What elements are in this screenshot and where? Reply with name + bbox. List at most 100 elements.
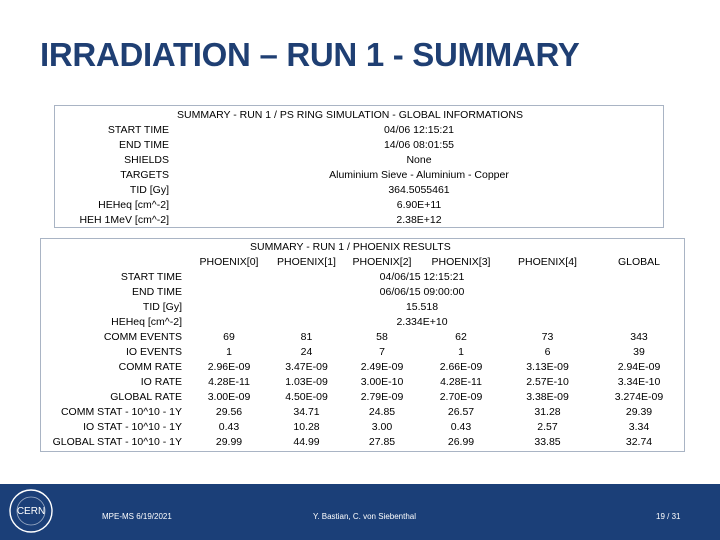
cell-value: 4.50E-09 xyxy=(285,391,328,403)
table-row: SHIELDS None xyxy=(55,153,663,168)
footer-date: MPE-MS 6/19/2021 xyxy=(102,512,172,521)
cell-value: 343 xyxy=(630,331,648,343)
cell-value: 3.274E-09 xyxy=(614,391,664,403)
table-row: START TIME 04/06/15 12:15:21 xyxy=(41,270,684,285)
row-label: COMM EVENTS xyxy=(103,331,182,343)
table-row: TID [Gy] 364.5055461 xyxy=(55,183,663,198)
cell-value: 1 xyxy=(226,346,232,358)
table-row: COMM EVENTS 69 81 58 62 73 343 xyxy=(41,330,684,345)
cell-value: 4.28E-11 xyxy=(208,376,250,388)
row-label: TID [Gy] xyxy=(129,184,169,196)
cell-value: 7 xyxy=(379,346,385,358)
row-label: IO EVENTS xyxy=(125,346,182,358)
row-label: START TIME xyxy=(120,271,182,283)
cell-value: 58 xyxy=(376,331,388,343)
cell-value: 3.00E-09 xyxy=(207,391,251,403)
cell-value: 2.94E-09 xyxy=(617,361,661,373)
row-value: 14/06 08:01:55 xyxy=(383,139,455,151)
cell-value: 6 xyxy=(544,346,551,358)
footer-authors: Y. Bastian, C. von Siebenthal xyxy=(313,512,417,521)
cell-value: 2.66E-09 xyxy=(439,361,483,373)
cell-value: 0.43 xyxy=(450,421,472,433)
shared-value: 04/06/15 12:15:21 xyxy=(379,271,465,283)
cell-value: 3.34 xyxy=(628,421,650,433)
row-label: SHIELDS xyxy=(124,154,169,166)
column-header: GLOBAL xyxy=(617,256,661,268)
row-value: 364.5055461 xyxy=(388,184,450,196)
shared-value: 15.518 xyxy=(405,301,439,313)
row-label: TID [Gy] xyxy=(142,301,182,313)
table-row: GLOBAL STAT - 10^10 - 1Y 29.99 44.99 27.85 2… xyxy=(41,435,684,450)
cell-value: 2.70E-09 xyxy=(439,391,483,403)
row-label: IO RATE xyxy=(140,376,182,388)
cell-value: 10.28 xyxy=(293,421,320,433)
row-label: HEHeq [cm^-2] xyxy=(98,199,169,211)
table-row: START TIME 04/06 12:15:21 xyxy=(55,123,663,138)
row-label: HEH 1MeV [cm^-2] xyxy=(79,214,169,226)
row-label: START TIME xyxy=(107,124,169,136)
column-header: PHOENIX[2] xyxy=(352,256,412,268)
column-header: PHOENIX[4] xyxy=(518,256,577,268)
table-row: TARGETS Aluminium Sieve - Aluminium - Cop… xyxy=(55,168,663,183)
row-label: IO STAT - 10^10 - 1Y xyxy=(83,421,182,433)
slide-title: IRRADIATION – RUN 1 - SUMMARY xyxy=(40,36,580,73)
footer-bar: CERN MPE-MS 6/19/2021 Y. Bastian, C. von… xyxy=(0,484,720,540)
cell-value: 32.74 xyxy=(625,436,653,448)
table-row: GLOBAL RATE 3.00E-09 4.50E-09 2.79E-09 2.70E… xyxy=(41,390,684,405)
cell-value: 69 xyxy=(223,331,235,343)
phoenix-results-table: SUMMARY - RUN 1 / PHOENIX RESULTS PHOENI… xyxy=(40,238,685,452)
table-row: END TIME 14/06 08:01:55 xyxy=(55,138,663,153)
cell-value: 3.47E-09 xyxy=(285,361,328,373)
cell-value: 34.71 xyxy=(293,406,320,418)
cell-value: 44.99 xyxy=(293,436,320,448)
row-label: HEHeq [cm^-2] xyxy=(111,316,182,328)
global-info-header: SUMMARY - RUN 1 / PS RING SIMULATION - G… xyxy=(177,109,523,121)
column-header: PHOENIX[0] xyxy=(199,256,259,268)
row-value: 2.38E+12 xyxy=(396,214,442,226)
cell-value: 3.00E-10 xyxy=(360,376,404,388)
table-row: HEHeq [cm^-2] 2.334E+10 xyxy=(41,315,684,330)
row-label: GLOBAL RATE xyxy=(110,391,182,403)
cell-value: 73 xyxy=(541,331,554,343)
cell-value: 3.38E-09 xyxy=(526,391,569,403)
cell-value: 0.43 xyxy=(218,421,240,433)
table-row: HEH 1MeV [cm^-2] 2.38E+12 xyxy=(55,213,663,228)
row-value: None xyxy=(406,154,432,166)
row-value: Aluminium Sieve - Aluminium - Copper xyxy=(329,169,509,181)
table-row: COMM RATE 2.96E-09 3.47E-09 2.49E-09 2.66E-0… xyxy=(41,360,684,375)
cell-value: 24 xyxy=(300,346,313,358)
cell-value: 26.57 xyxy=(447,406,475,418)
cell-value: 27.85 xyxy=(368,436,396,448)
row-label: TARGETS xyxy=(120,169,169,181)
row-value: 04/06 12:15:21 xyxy=(383,124,455,136)
shared-value: 2.334E+10 xyxy=(396,316,448,328)
row-label: END TIME xyxy=(119,139,169,151)
cern-logo: CERN xyxy=(9,489,53,533)
cell-value: 33.85 xyxy=(534,436,561,448)
cell-value: 2.49E-09 xyxy=(360,361,404,373)
cern-logo-text: CERN xyxy=(17,506,45,517)
cell-value: 4.28E-11 xyxy=(440,376,482,388)
cell-value: 31.28 xyxy=(534,406,561,418)
cell-value: 29.39 xyxy=(625,406,653,418)
table-row: IO RATE 4.28E-11 1.03E-09 3.00E-10 4.28E-11 2… xyxy=(41,375,684,390)
cell-value: 62 xyxy=(455,331,467,343)
cell-value: 39 xyxy=(633,346,645,358)
row-label: COMM RATE xyxy=(118,361,182,373)
cell-value: 24.85 xyxy=(368,406,396,418)
table-row: COMM STAT - 10^10 - 1Y 29.56 34.71 24.85 26.… xyxy=(41,405,684,420)
cell-value: 3.34E-10 xyxy=(617,376,661,388)
cell-value: 2.96E-09 xyxy=(207,361,251,373)
column-header: PHOENIX[3] xyxy=(431,256,491,268)
table-row: IO STAT - 10^10 - 1Y 0.43 10.28 3.00 0.43 2.5… xyxy=(41,420,684,435)
footer-page-number: 19 / 31 xyxy=(656,512,681,521)
row-value: 6.90E+11 xyxy=(396,199,442,211)
cell-value: 26.99 xyxy=(447,436,475,448)
cell-value: 3.13E-09 xyxy=(526,361,569,373)
cell-value: 29.99 xyxy=(215,436,243,448)
phoenix-results-header: SUMMARY - RUN 1 / PHOENIX RESULTS xyxy=(250,241,451,253)
row-label: END TIME xyxy=(132,286,182,298)
cell-value: 2.57 xyxy=(537,421,558,433)
cell-value: 1 xyxy=(458,346,464,358)
cell-value: 81 xyxy=(300,331,313,343)
